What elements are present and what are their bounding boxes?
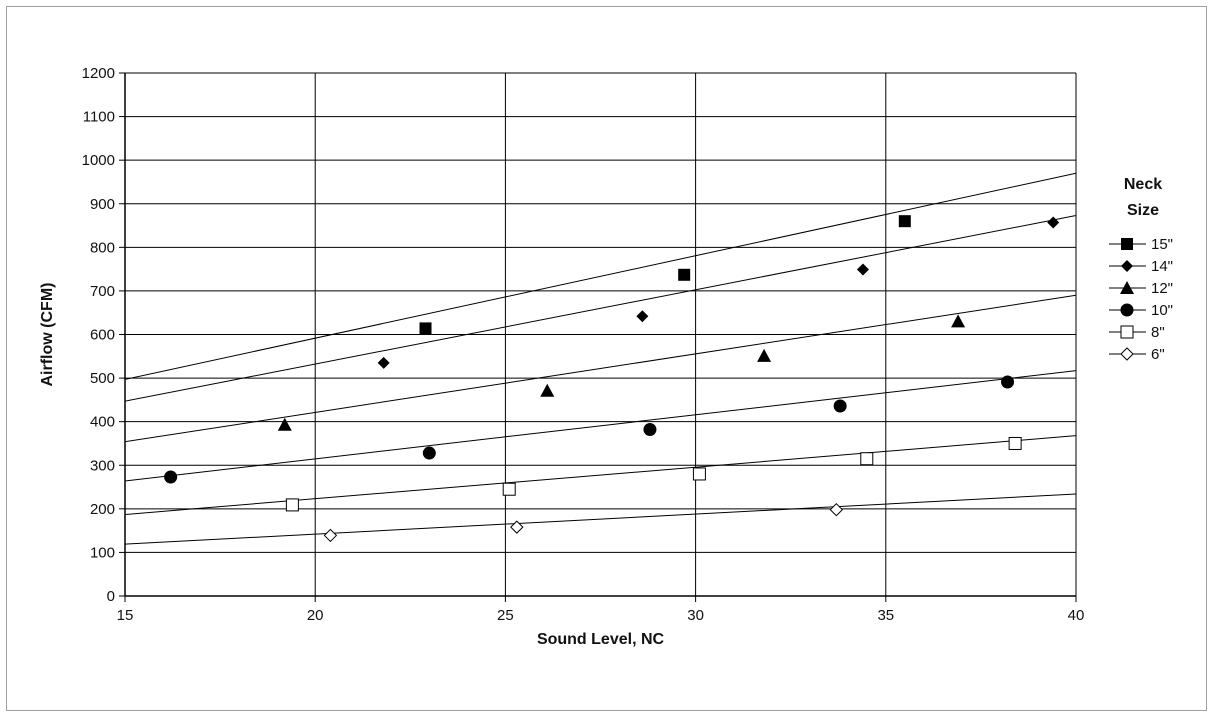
grid-lines <box>125 72 1077 596</box>
data-point <box>643 423 657 437</box>
data-point <box>323 528 338 543</box>
x-tick-label: 20 <box>307 607 324 624</box>
x-tick-label: 35 <box>877 607 894 624</box>
axes <box>119 72 1077 602</box>
trendline <box>124 172 1077 380</box>
x-tick-label: 40 <box>1068 607 1085 624</box>
y-tick-label: 800 <box>90 239 115 256</box>
y-tick-label: 1100 <box>83 109 115 126</box>
trendline <box>124 493 1077 545</box>
data-point <box>422 446 436 460</box>
legend-label: 6" <box>1151 346 1165 363</box>
y-tick-label: 900 <box>90 196 115 213</box>
data-point <box>285 498 299 512</box>
legend-swatch-marker <box>1121 260 1133 272</box>
y-tick-label: 1200 <box>82 65 115 82</box>
chart-frame <box>6 6 1207 711</box>
legend: Neck Size 15" 14" 12" 10" 8" 6" <box>1109 176 1173 363</box>
tick-labels: 0 100 200 300 400 500 600 700 800 900 1000 1100 1200… <box>82 65 1085 624</box>
data-point <box>164 470 178 484</box>
y-tick-label: 300 <box>90 457 115 474</box>
y-tick-label: 0 <box>107 588 115 605</box>
data-point <box>377 356 390 369</box>
data-point <box>757 348 772 362</box>
data-point <box>636 310 649 323</box>
data-points <box>164 215 1060 543</box>
trendline <box>124 435 1077 515</box>
data-point <box>898 215 911 228</box>
data-point <box>419 322 432 335</box>
legend-label: 14" <box>1151 258 1173 275</box>
x-axis-title: Sound Level, NC <box>537 631 665 648</box>
legend-swatch-marker <box>1120 303 1134 317</box>
trendline <box>124 294 1077 443</box>
legend-title-line1: Neck <box>1124 176 1162 193</box>
data-point <box>1008 436 1022 450</box>
data-point <box>277 417 292 431</box>
data-point <box>502 482 516 496</box>
x-tick-label: 30 <box>687 607 704 624</box>
data-point <box>833 399 847 413</box>
data-point <box>1047 216 1060 229</box>
legend-label: 12" <box>1151 280 1173 297</box>
data-point <box>1001 375 1015 389</box>
legend-label: 15" <box>1151 236 1173 253</box>
data-point <box>856 263 869 276</box>
y-tick-label: 400 <box>90 414 115 431</box>
data-point <box>951 314 966 328</box>
legend-swatch-marker <box>1120 347 1134 361</box>
y-tick-label: 200 <box>90 501 115 518</box>
legend-title-line2: Size <box>1127 202 1159 219</box>
y-axis-title: Airflow (CFM) <box>39 283 56 387</box>
data-point <box>829 502 844 517</box>
x-tick-label: 15 <box>117 607 134 624</box>
data-point <box>540 383 555 397</box>
data-point <box>510 520 524 534</box>
x-tick-label: 25 <box>497 607 514 624</box>
data-point <box>860 452 874 466</box>
y-tick-label: 600 <box>90 327 115 344</box>
y-tick-label: 1000 <box>82 152 115 169</box>
y-tick-label: 500 <box>90 370 115 387</box>
legend-label: 8" <box>1151 324 1165 341</box>
legend-swatch-marker <box>1121 238 1133 250</box>
data-point <box>678 268 691 281</box>
y-tick-label: 100 <box>90 544 115 561</box>
trendlines <box>124 172 1077 545</box>
legend-label: 10" <box>1151 302 1173 319</box>
legend-swatch-marker <box>1120 325 1134 339</box>
trendline <box>124 370 1077 482</box>
data-point <box>692 467 706 481</box>
legend-swatch-marker <box>1120 281 1134 294</box>
y-tick-label: 700 <box>90 283 115 300</box>
trendline <box>124 215 1077 402</box>
